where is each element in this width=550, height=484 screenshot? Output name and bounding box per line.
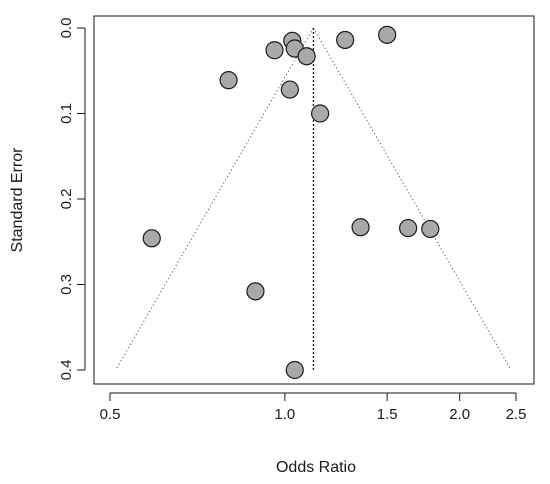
study-point-4 (297, 47, 316, 66)
y-tick-label-1: 0.1 (58, 103, 75, 124)
study-point-14 (246, 282, 265, 301)
study-point-6 (378, 25, 397, 44)
plot-axes (93, 15, 535, 385)
x-axis: 0.5 1.0 1.5 2.0 2.5 (100, 392, 527, 423)
funnel-left-limit (115, 27, 314, 371)
study-point-5 (336, 30, 355, 50)
x-tick-label-3: 2.0 (449, 406, 470, 423)
study-point-7 (219, 71, 238, 90)
x-axis-title: Odds Ratio (276, 459, 356, 476)
study-point-12 (399, 218, 418, 238)
y-axis: 0.0 0.1 0.2 0.3 0.4 (58, 18, 86, 381)
study-point-9 (311, 104, 330, 123)
study-points (142, 25, 440, 380)
study-point-8 (280, 80, 299, 99)
y-tick-label-2: 0.2 (58, 189, 75, 210)
plot-frame (93, 15, 535, 385)
x-tick-label-1: 1.0 (274, 406, 295, 423)
x-tick-label-0: 0.5 (100, 406, 121, 423)
funnel-right-limit (313, 27, 512, 371)
study-point-13 (421, 219, 440, 239)
y-axis-title: Standard Error (9, 147, 26, 253)
x-tick-label-4: 2.5 (506, 406, 527, 423)
y-tick-label-0: 0.0 (58, 18, 75, 39)
study-point-15 (285, 360, 304, 380)
y-tick-label-3: 0.3 (58, 274, 75, 295)
study-point-10 (142, 229, 161, 248)
study-point-2 (265, 41, 284, 60)
study-point-11 (351, 218, 370, 237)
x-tick-label-2: 1.5 (377, 406, 398, 423)
funnel-lines (115, 27, 512, 371)
y-tick-label-4: 0.4 (58, 360, 75, 381)
